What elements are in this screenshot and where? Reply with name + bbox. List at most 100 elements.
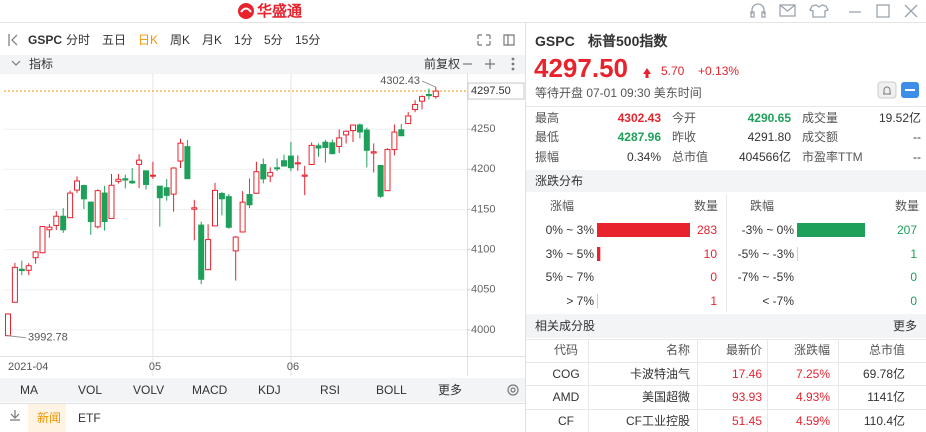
candle-body: [308, 144, 315, 165]
period-tab[interactable]: 1分: [234, 33, 253, 47]
stat-label: 市盈率TTM: [802, 150, 863, 164]
candle-body: [350, 124, 356, 132]
more-link[interactable]: 更多: [892, 319, 917, 333]
table-cell: 7.25%: [795, 367, 830, 381]
candle-body: [156, 185, 163, 199]
table-cell[interactable]: AMD: [552, 390, 580, 404]
candle-body: [336, 137, 343, 147]
candle-body: [115, 178, 122, 182]
table-cell: 美国超微: [641, 390, 690, 404]
candle-body: [267, 172, 274, 177]
section-bar: [526, 314, 926, 338]
y-tick-label: 4000: [471, 324, 495, 336]
dist-header: 跌幅: [750, 199, 775, 213]
indicator-label: 指标: [29, 57, 54, 71]
dist-bar: [797, 223, 866, 237]
y-tick-label: 4150: [471, 203, 495, 215]
stat-value: 19.52亿: [878, 111, 921, 125]
stat-value: --: [913, 130, 921, 144]
stat-label: 振幅: [535, 150, 560, 164]
x-tick-label: 06: [287, 361, 299, 373]
stat-label: 成交量: [802, 111, 839, 125]
adjust-button[interactable]: 前复权: [424, 57, 461, 71]
dist-count: 0: [710, 270, 717, 284]
period-tab[interactable]: 分时: [66, 33, 91, 47]
stat-value: 0.34%: [626, 150, 661, 164]
indicator-tab[interactable]: 更多: [438, 383, 463, 397]
dist-count: 0: [910, 270, 917, 284]
candle-body: [405, 115, 412, 125]
dist-bar: [597, 247, 601, 261]
period-tab[interactable]: 5分: [264, 33, 283, 47]
period-tab[interactable]: 月K: [202, 33, 223, 47]
candle-body: [432, 90, 439, 98]
news-tab[interactable]: 新闻: [37, 411, 62, 425]
logo-text: 华盛通: [257, 2, 303, 20]
quote-change-pct: +0.13%: [698, 64, 740, 78]
dist-range: > 7%: [566, 294, 594, 308]
stat-label: 今开: [672, 111, 697, 125]
y-tick-label: 4250: [471, 123, 495, 135]
table-cell: CF工业控股: [626, 414, 690, 428]
y-tick-label: 4200: [471, 163, 495, 175]
indicator-tab[interactable]: VOL: [78, 383, 103, 397]
candle-body: [46, 226, 53, 231]
table-cell[interactable]: COG: [552, 367, 580, 381]
table-cell: 卡波特油气: [629, 367, 690, 381]
toolbar-icons[interactable]: [8, 34, 519, 421]
candle-body: [329, 142, 336, 155]
indicator-tab[interactable]: MA: [20, 383, 38, 397]
table-cell[interactable]: CF: [558, 414, 574, 428]
indicator-tab[interactable]: RSI: [320, 383, 341, 397]
news-tab-bg: [28, 404, 66, 432]
last-price-label: 4297.50: [471, 85, 511, 97]
candle-body: [143, 170, 149, 185]
candle-body: [67, 192, 74, 219]
annotation-line: [7, 335, 27, 339]
quote-price: 4297.50: [534, 53, 628, 83]
table-header: 最新价: [725, 343, 762, 357]
table-cell: 51.45: [731, 414, 762, 428]
candle-body: [122, 178, 129, 181]
table-header: 名称: [665, 343, 690, 357]
candle-body: [60, 215, 67, 231]
annotation-line: [421, 80, 436, 88]
alert-icon: [883, 86, 891, 95]
candle-body: [184, 146, 191, 180]
indicator-tab[interactable]: KDJ: [258, 383, 281, 397]
period-tab[interactable]: 五日: [102, 33, 127, 47]
period-tab[interactable]: 日K: [138, 33, 159, 47]
candle-body: [129, 180, 136, 184]
candle-body: [170, 167, 177, 195]
stat-value: 4302.43: [617, 111, 661, 125]
indicator-tab[interactable]: VOLV: [133, 383, 165, 397]
candle-body: [363, 129, 370, 151]
candle-body: [212, 189, 218, 227]
dist-bar: [597, 223, 690, 237]
candle-body: [149, 174, 156, 177]
table-cell: 69.78亿: [862, 367, 905, 381]
annotation-label: 3992.78: [28, 332, 68, 344]
indicator-tab[interactable]: MACD: [192, 383, 228, 397]
indicator-tab[interactable]: BOLL: [376, 383, 407, 397]
dist-range: 3% ~ 5%: [545, 247, 594, 261]
stat-label: 总市值: [672, 150, 709, 164]
candle-body: [108, 184, 115, 219]
candle-body: [191, 207, 198, 210]
period-tab[interactable]: 15分: [295, 33, 321, 47]
candle-body: [370, 151, 377, 154]
candle-body: [419, 96, 425, 102]
candle-body: [260, 164, 267, 180]
x-tick-label: 05: [149, 361, 161, 373]
candle-body: [18, 268, 25, 272]
alert-button[interactable]: [877, 81, 897, 99]
dist-count: 283: [696, 223, 717, 237]
table-header: 总市值: [868, 343, 905, 357]
period-tab[interactable]: 周K: [170, 33, 191, 47]
dist-range: < -7%: [762, 294, 794, 308]
window-icons[interactable]: [750, 3, 918, 18]
stat-value: 4287.96: [617, 130, 661, 144]
news-tab[interactable]: ETF: [78, 411, 101, 425]
